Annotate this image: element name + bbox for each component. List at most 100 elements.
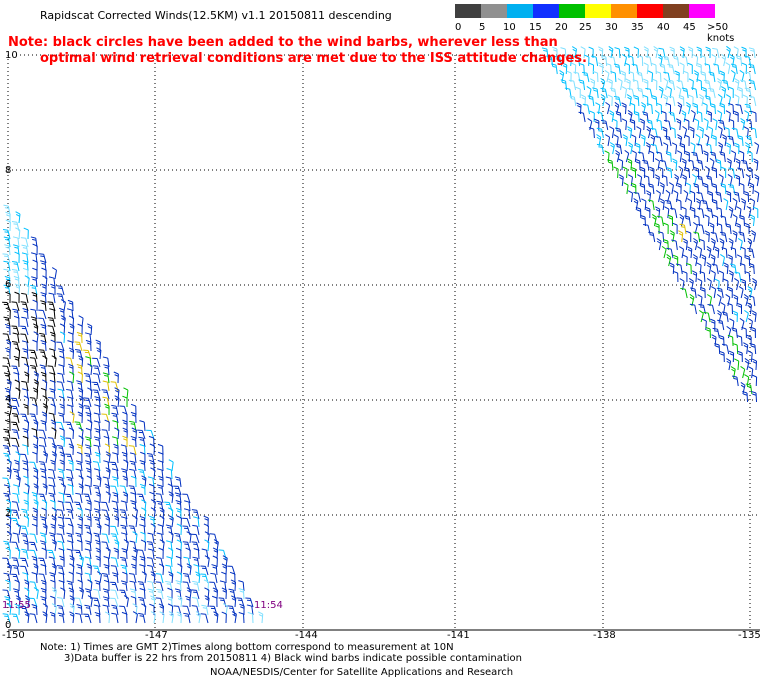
wind-barb bbox=[47, 549, 56, 560]
wind-barb bbox=[613, 95, 622, 107]
wind-barb bbox=[11, 517, 20, 528]
wind-barb bbox=[689, 206, 696, 219]
wind-barb bbox=[191, 597, 200, 608]
wind-barb bbox=[192, 556, 200, 568]
wind-barb bbox=[221, 587, 227, 600]
wind-barb bbox=[186, 563, 192, 576]
wind-barb bbox=[221, 563, 228, 576]
wind-barb bbox=[68, 443, 74, 456]
wind-barb bbox=[150, 571, 156, 584]
wind-barb bbox=[21, 340, 29, 352]
wind-barb bbox=[128, 485, 137, 496]
wind-barb bbox=[707, 304, 715, 315]
wind-barb bbox=[706, 246, 712, 259]
wind-barb bbox=[23, 227, 29, 240]
wind-barb bbox=[167, 587, 173, 600]
wind-barb bbox=[666, 253, 672, 267]
wind-barb bbox=[728, 86, 734, 99]
wind-barb bbox=[76, 443, 83, 456]
wind-barb bbox=[185, 595, 191, 608]
wind-barb bbox=[693, 54, 699, 67]
wind-barb bbox=[673, 190, 679, 203]
wind-barb bbox=[57, 516, 65, 528]
wind-barb bbox=[683, 70, 689, 83]
wind-barb bbox=[679, 62, 685, 75]
wind-barb bbox=[213, 611, 219, 624]
wind-barb bbox=[29, 349, 38, 360]
wind-barb bbox=[66, 532, 74, 544]
wind-barb bbox=[721, 86, 727, 99]
wind-barb bbox=[711, 263, 719, 275]
wind-barb bbox=[111, 612, 119, 624]
wind-barb bbox=[156, 588, 164, 600]
wind-barb bbox=[49, 379, 56, 392]
wind-barb bbox=[737, 86, 743, 99]
wind-barb bbox=[684, 167, 691, 179]
wind-barb bbox=[691, 270, 698, 283]
wind-barb bbox=[92, 357, 101, 368]
wind-barb bbox=[138, 612, 146, 624]
wind-barb bbox=[146, 541, 155, 552]
wind-barb bbox=[736, 302, 743, 315]
wind-barb bbox=[176, 523, 182, 536]
wind-barb bbox=[744, 254, 751, 267]
wind-barb bbox=[23, 499, 29, 512]
wind-barb bbox=[622, 166, 628, 179]
wind-barb bbox=[156, 484, 164, 496]
wind-barb bbox=[85, 339, 92, 352]
wind-barb bbox=[112, 452, 119, 464]
wind-barb bbox=[678, 94, 685, 107]
wind-barb bbox=[652, 78, 658, 91]
wind-barb bbox=[627, 174, 633, 187]
legend-label: 35 bbox=[631, 22, 644, 33]
wind-barb bbox=[715, 191, 723, 203]
wind-barb bbox=[659, 160, 668, 171]
wind-barb bbox=[101, 501, 110, 512]
wind-barb bbox=[86, 531, 92, 544]
wind-barb bbox=[96, 571, 102, 584]
wind-barb bbox=[573, 71, 581, 83]
wind-barb bbox=[24, 595, 30, 608]
wind-barb bbox=[22, 308, 29, 320]
wind-barb bbox=[221, 571, 227, 584]
wind-barb bbox=[592, 87, 599, 99]
wind-barb bbox=[258, 611, 264, 624]
wind-barb bbox=[114, 427, 120, 440]
wind-barb bbox=[693, 70, 699, 83]
wind-barb bbox=[647, 183, 655, 195]
wind-barb bbox=[711, 166, 718, 179]
wind-barb bbox=[47, 365, 56, 376]
wind-barb bbox=[20, 565, 29, 576]
wind-barb bbox=[15, 523, 21, 536]
wind-barb bbox=[38, 253, 47, 264]
wind-barb bbox=[69, 411, 75, 424]
wind-barb bbox=[749, 198, 755, 211]
wind-barb bbox=[131, 555, 137, 568]
wind-barb bbox=[728, 238, 734, 251]
wind-barb bbox=[668, 182, 674, 195]
wind-barb bbox=[84, 444, 92, 456]
wind-barb bbox=[723, 278, 729, 291]
wind-barb bbox=[675, 263, 683, 275]
wind-barb bbox=[598, 62, 604, 75]
wind-barb bbox=[67, 331, 74, 344]
wind-barb bbox=[573, 55, 581, 67]
wind-barb bbox=[58, 492, 65, 504]
wind-barb bbox=[705, 46, 711, 59]
wind-barb bbox=[617, 78, 623, 91]
wind-barb bbox=[667, 63, 675, 75]
wind-barb bbox=[633, 95, 640, 107]
wind-barb bbox=[83, 349, 92, 360]
wind-barb bbox=[596, 143, 605, 155]
wind-barb bbox=[623, 182, 629, 195]
wind-barb bbox=[21, 316, 29, 328]
wind-barb bbox=[141, 603, 147, 616]
wind-barb bbox=[664, 206, 670, 219]
wind-barb bbox=[614, 47, 621, 59]
wind-barb bbox=[689, 190, 696, 203]
wind-barb bbox=[22, 428, 29, 440]
wind-barb bbox=[157, 459, 164, 472]
wind-barb bbox=[48, 556, 56, 568]
wind-barb bbox=[175, 547, 182, 560]
legend-swatch bbox=[585, 4, 611, 18]
